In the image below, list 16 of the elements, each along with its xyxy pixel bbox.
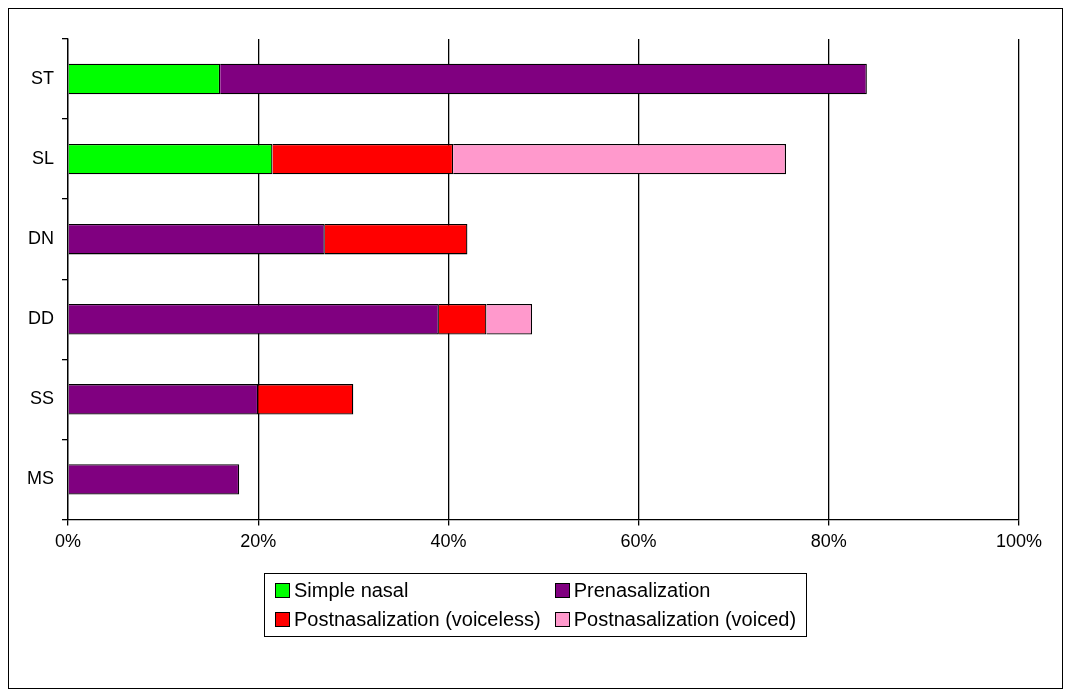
x-tick-label: 60% [620,531,657,552]
legend-label: Postnasalization (voiceless) [293,608,541,631]
legend-label: Prenasalization [573,579,711,602]
y-tick-label: MS [27,468,54,489]
y-tick-label: SS [29,388,54,409]
y-tick-label: DN [28,228,54,249]
x-tick-label: 100% [995,531,1043,552]
x-tick-label: 0% [54,531,82,552]
y-tick-label: SL [31,148,54,169]
legend-label: Postnasalization (voiced) [573,608,797,631]
x-tick-label: 80% [810,531,847,552]
legend-label: Simple nasal [293,579,409,602]
y-tick-label: ST [30,68,54,88]
x-tick-label: 20% [240,531,277,552]
x-tick-label: 40% [430,531,467,552]
y-tick-label: DD [28,308,54,329]
